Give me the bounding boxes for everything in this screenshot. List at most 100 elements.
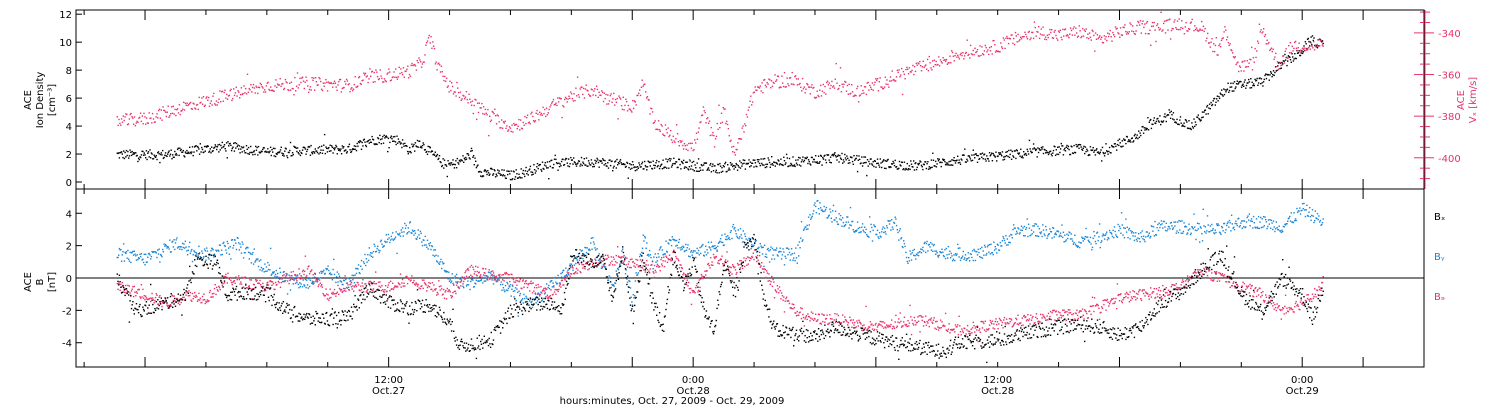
point-vx — [745, 125, 746, 126]
point-ion_density — [347, 151, 348, 152]
point-By — [1112, 236, 1113, 237]
point-By — [1216, 223, 1217, 224]
point-ion_density — [557, 163, 558, 164]
point-vx — [926, 69, 927, 70]
point-By — [149, 253, 150, 254]
point-ion_density — [1244, 81, 1245, 82]
point-ion_density — [847, 158, 848, 159]
point-vx — [544, 109, 545, 110]
point-vx — [311, 89, 312, 90]
point-By — [486, 277, 487, 278]
point-By — [944, 249, 945, 250]
point-vx — [627, 110, 628, 111]
point-ion_density — [1243, 86, 1244, 87]
point-ion_density — [434, 155, 435, 156]
point-ion_density — [929, 166, 930, 167]
point-vx — [536, 113, 537, 114]
point-By — [936, 252, 937, 253]
point-By — [986, 253, 987, 254]
point-By — [1190, 234, 1191, 235]
point-vx — [675, 138, 676, 139]
point-ion_density — [665, 158, 666, 159]
point-vx — [352, 90, 353, 91]
point-By — [269, 265, 270, 266]
point-ion_density — [1046, 150, 1047, 151]
point-ion_density — [462, 155, 463, 156]
point-ion_density — [1250, 78, 1251, 79]
point-vx — [798, 78, 799, 79]
point-ion_density — [719, 172, 720, 173]
point-vx — [585, 88, 586, 89]
point-ion_density — [870, 158, 871, 159]
point-vx — [1260, 29, 1261, 30]
point-vx — [1059, 32, 1060, 33]
point-By — [328, 270, 329, 271]
point-By — [630, 287, 631, 288]
point-ion_density — [884, 168, 885, 169]
point-vx — [1002, 48, 1003, 49]
point-By — [917, 254, 918, 255]
point-ion_density — [1080, 144, 1081, 145]
point-vx — [801, 90, 802, 91]
point-vx — [402, 74, 403, 75]
point-By — [298, 287, 299, 288]
point-ion_density — [818, 156, 819, 157]
point-ion_density — [1039, 148, 1040, 149]
point-vx — [1228, 42, 1229, 43]
time-tick-label: 0:00 — [1291, 375, 1313, 386]
point-ion_density — [666, 167, 667, 168]
point-vx — [373, 82, 374, 83]
point-vx — [473, 113, 474, 114]
point-ion_density — [944, 159, 945, 160]
point-ion_density — [945, 164, 946, 165]
point-vx — [845, 82, 846, 83]
point-ion_density — [1193, 127, 1194, 128]
point-ion_density — [1238, 82, 1239, 83]
point-vx — [673, 136, 674, 137]
point-By — [514, 290, 515, 291]
point-By — [1159, 223, 1160, 224]
point-By — [1094, 235, 1095, 236]
point-By — [1024, 226, 1025, 227]
point-By — [1201, 233, 1202, 234]
point-By — [229, 254, 230, 255]
point-ion_density — [941, 166, 942, 167]
point-By — [265, 271, 266, 272]
point-By — [491, 279, 492, 280]
point-ion_density — [193, 151, 194, 152]
point-By — [232, 247, 233, 248]
point-ion_density — [604, 160, 605, 161]
point-By — [305, 287, 306, 288]
point-By — [1004, 240, 1005, 241]
point-ion_density — [409, 147, 410, 148]
point-vx — [260, 83, 261, 84]
point-vx — [505, 121, 506, 122]
point-vx — [1042, 27, 1043, 28]
point-vx — [1211, 38, 1212, 39]
point-By — [308, 278, 309, 279]
point-ion_density — [369, 142, 370, 143]
point-By — [182, 243, 183, 244]
point-ion_density — [983, 158, 984, 159]
point-By — [181, 246, 182, 247]
point-vx — [1118, 33, 1119, 34]
point-vx — [1298, 43, 1299, 44]
point-vx — [1089, 32, 1090, 33]
point-By — [594, 243, 595, 244]
point-By — [807, 225, 808, 226]
point-ion_density — [143, 155, 144, 156]
point-vx — [638, 93, 639, 94]
point-ion_density — [988, 160, 989, 161]
point-By — [428, 243, 429, 244]
point-ion_density — [617, 164, 618, 165]
point-ion_density — [1093, 152, 1094, 153]
point-ion_density — [1232, 90, 1233, 91]
point-By — [208, 257, 209, 258]
point-ion_density — [1184, 126, 1185, 127]
point-vx — [313, 78, 314, 79]
point-By — [994, 249, 995, 250]
point-By — [915, 258, 916, 259]
point-vx — [1196, 27, 1197, 28]
point-By — [1281, 232, 1282, 233]
point-vx — [410, 76, 411, 77]
